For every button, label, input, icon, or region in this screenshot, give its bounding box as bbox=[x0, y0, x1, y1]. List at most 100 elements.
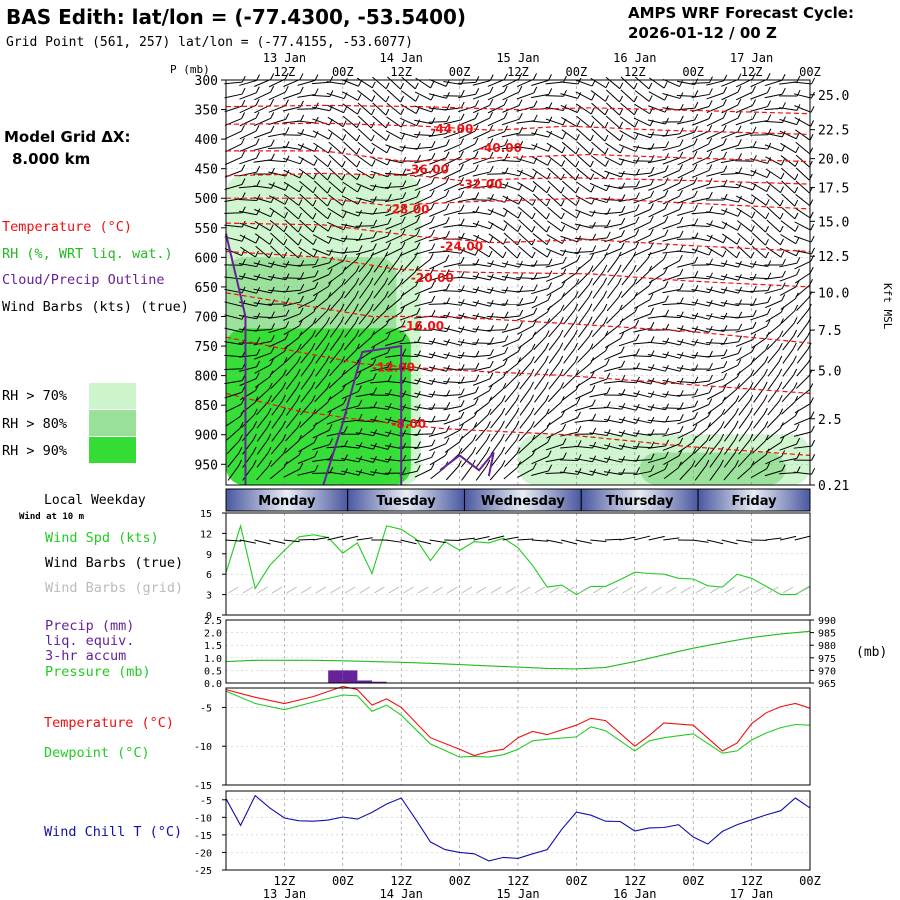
wind-at-10m-label: Wind at 10 m bbox=[19, 511, 85, 522]
wind-barb bbox=[605, 81, 610, 88]
wind-barb bbox=[795, 141, 810, 155]
wind-barb bbox=[531, 470, 549, 476]
wind-barb bbox=[692, 143, 709, 153]
wind-barb bbox=[676, 367, 695, 372]
wind-barb bbox=[238, 210, 257, 216]
wind-barb bbox=[633, 108, 638, 115]
wind-barb bbox=[589, 147, 594, 155]
wind-barb bbox=[254, 91, 271, 101]
wind-barb bbox=[443, 302, 462, 306]
wind-barb bbox=[268, 460, 272, 467]
wind-barb bbox=[270, 210, 275, 217]
wind-barb bbox=[515, 433, 520, 441]
pressure-tick-label: 650 bbox=[195, 281, 218, 296]
pressure-tick-label: 950 bbox=[195, 458, 218, 473]
wind-barb bbox=[501, 118, 520, 126]
wind-barb bbox=[342, 363, 358, 376]
wind-barb bbox=[561, 272, 577, 284]
wind-barb bbox=[486, 446, 491, 454]
wind-barb bbox=[694, 351, 699, 359]
wind-barb bbox=[254, 233, 271, 245]
wind-barb bbox=[443, 353, 462, 359]
wind-barb bbox=[446, 297, 451, 305]
wind-barb bbox=[416, 464, 421, 472]
temperature-contour-label: -32.00 bbox=[460, 178, 503, 192]
wind-barb bbox=[577, 425, 582, 433]
wind-barb bbox=[676, 238, 695, 240]
wind-barb bbox=[417, 441, 421, 448]
wind-barb bbox=[489, 138, 494, 145]
wind-barb bbox=[633, 446, 652, 449]
wind-barb-true bbox=[590, 539, 607, 543]
wind-barb bbox=[399, 264, 404, 272]
wind-barb bbox=[662, 353, 681, 359]
top-date-label: 17 Jan bbox=[730, 51, 773, 65]
wind-barb bbox=[503, 73, 508, 80]
wind-barb bbox=[428, 133, 447, 137]
wind-barb bbox=[373, 231, 378, 238]
wind-barb-grid bbox=[301, 586, 312, 594]
wind-barb bbox=[300, 400, 313, 416]
wind-barb bbox=[400, 117, 417, 127]
wind-barb bbox=[518, 232, 533, 246]
wind-barb bbox=[546, 225, 551, 233]
wind-barb bbox=[457, 276, 476, 280]
wind-barb-grid bbox=[374, 586, 385, 594]
wind-barb bbox=[560, 212, 565, 220]
wind-barb bbox=[312, 234, 330, 244]
top-date-label: 14 Jan bbox=[380, 51, 423, 65]
wind-barb bbox=[428, 353, 447, 359]
wind-barb bbox=[402, 204, 406, 211]
wind-barb bbox=[270, 232, 285, 246]
wind-barb bbox=[254, 78, 271, 87]
wind-barb bbox=[604, 248, 622, 256]
wind-barb bbox=[239, 275, 257, 281]
wind-barb bbox=[751, 206, 767, 220]
wind-barb bbox=[428, 289, 447, 294]
wind-barb bbox=[533, 336, 547, 350]
wind-barb bbox=[414, 287, 432, 295]
wind-barb bbox=[414, 134, 433, 136]
temperature-contour bbox=[226, 150, 811, 163]
wind-barb bbox=[356, 364, 373, 374]
wind-barb bbox=[327, 292, 332, 299]
wind-barb bbox=[443, 417, 461, 425]
wind-barb bbox=[738, 299, 743, 306]
wind-barb bbox=[575, 186, 580, 194]
wind-barb bbox=[416, 119, 421, 126]
wind-barb bbox=[460, 400, 465, 407]
temperature-panel: -15-10-5 bbox=[194, 685, 811, 792]
wind-barb bbox=[633, 379, 652, 385]
wind-barb bbox=[722, 99, 727, 106]
wind-barb bbox=[414, 158, 433, 164]
wind-barb bbox=[399, 432, 418, 436]
wind-barb bbox=[548, 116, 553, 124]
wind-barb bbox=[548, 270, 553, 277]
wind-barb bbox=[357, 94, 362, 101]
wind-barb bbox=[575, 79, 593, 87]
wind-barb bbox=[706, 301, 724, 307]
wind-barb bbox=[429, 169, 447, 179]
wind-barb bbox=[679, 377, 684, 385]
wind-barb bbox=[400, 95, 405, 103]
wind-barb bbox=[691, 340, 710, 346]
wind-barb bbox=[575, 376, 592, 388]
wind-barb bbox=[722, 124, 727, 132]
wind-barb bbox=[241, 426, 255, 442]
wind-barb bbox=[794, 117, 811, 127]
wind-barb bbox=[796, 361, 809, 377]
wind-barb bbox=[709, 272, 713, 280]
wind-barb bbox=[357, 155, 373, 167]
wind-barb bbox=[544, 381, 549, 389]
wind-barb bbox=[226, 427, 241, 441]
wind-barb bbox=[679, 203, 684, 210]
wind-barb bbox=[548, 74, 552, 81]
weekday-cell bbox=[697, 488, 811, 512]
wind-barb bbox=[313, 180, 328, 194]
wind-barb bbox=[297, 238, 302, 246]
wind-barb bbox=[227, 465, 240, 481]
wind-barb bbox=[474, 414, 489, 428]
wind-barb-true bbox=[648, 535, 665, 541]
wind-barb bbox=[530, 120, 549, 124]
wind-barb bbox=[779, 286, 797, 296]
